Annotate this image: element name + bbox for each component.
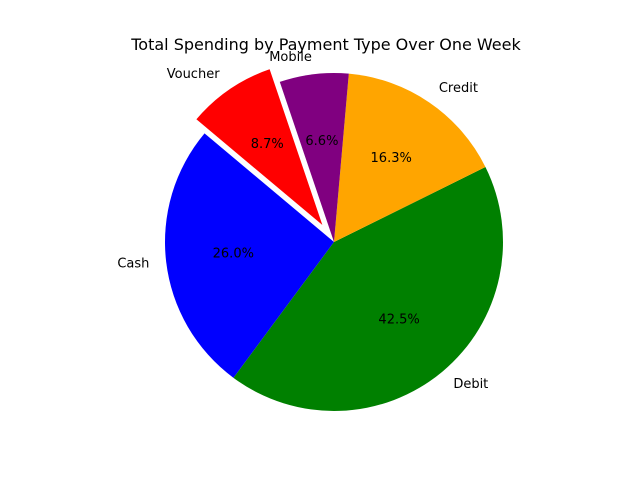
pie-slice-debit	[233, 166, 504, 411]
slice-percent-voucher: 8.7%	[251, 137, 284, 152]
pie-slice-mobile	[279, 73, 349, 242]
slice-percent-mobile: 6.6%	[305, 134, 338, 149]
slice-label-mobile: Mobile	[269, 50, 312, 65]
slice-label-cash: Cash	[117, 256, 149, 271]
pie-slice-cash	[165, 133, 334, 378]
slice-label-credit: Credit	[439, 81, 478, 96]
slice-percent-cash: 26.0%	[213, 246, 254, 261]
pie-labels: Cash 26.0% Debit 42.5% Credit 16.3% Mobile 6.6%…	[117, 50, 488, 392]
chart-title: Total Spending by Payment Type Over One …	[130, 35, 521, 54]
pie-slice-credit	[334, 73, 486, 242]
pie-slices	[165, 66, 504, 411]
slice-percent-credit: 16.3%	[371, 151, 412, 166]
slice-label-debit: Debit	[453, 377, 488, 392]
slice-label-voucher: Voucher	[167, 67, 220, 82]
pie-slice-voucher	[193, 66, 327, 232]
slice-percent-debit: 42.5%	[378, 312, 419, 327]
